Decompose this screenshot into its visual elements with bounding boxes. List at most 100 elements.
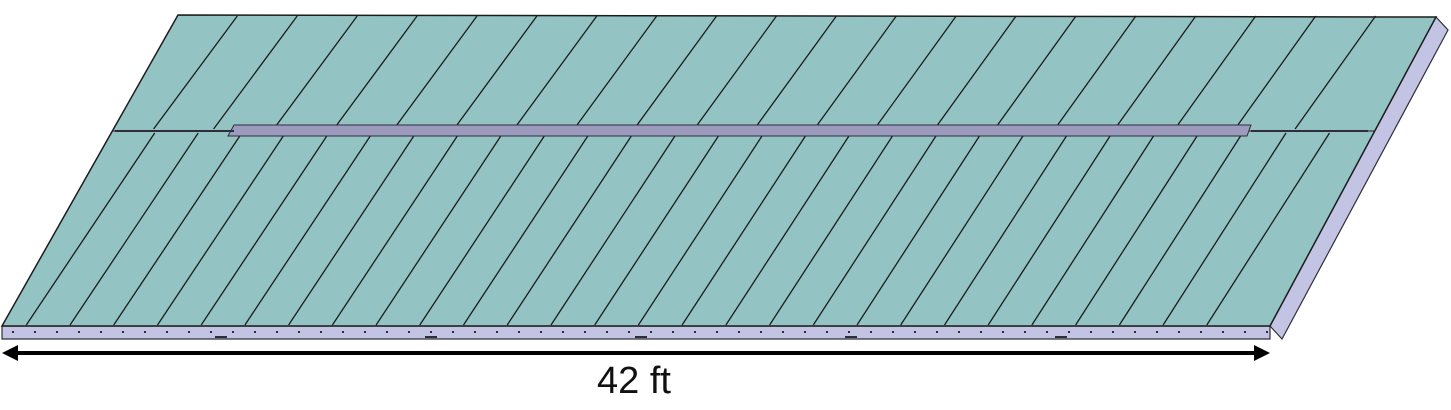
frame-bolt-mark	[672, 331, 674, 333]
frame-bolt-mark	[914, 331, 916, 333]
bottom-row-panel-divider	[1031, 132, 1157, 326]
frame-bolt-mark	[1266, 331, 1268, 333]
frame-splice-mark	[635, 336, 647, 338]
top-row-panel-divider	[1054, 15, 1137, 130]
top-row-panel-divider	[1234, 15, 1317, 130]
frame-bolt-mark	[166, 331, 168, 333]
bottom-row-panel-divider	[244, 132, 373, 326]
top-row-panel-divider	[513, 15, 598, 130]
frame-bolt-mark	[496, 331, 498, 333]
frame-bolt-mark	[782, 331, 784, 333]
top-row-panel-divider	[633, 15, 718, 130]
frame-bolt-mark	[364, 331, 366, 333]
frame-bolt-mark	[1134, 331, 1136, 333]
bottom-row-panel-divider	[900, 132, 1026, 326]
frame-bolt-mark	[826, 331, 828, 333]
top-row-panel-divider	[693, 15, 778, 130]
top-row-panel-divider	[393, 15, 478, 130]
top-row-panel-divider	[273, 15, 358, 130]
bottom-row-panel-divider	[769, 132, 895, 326]
bottom-row-panel-divider	[943, 132, 1069, 326]
frame-bolt-mark	[562, 331, 564, 333]
frame-bolt-mark	[1200, 331, 1202, 333]
frame-bolt-mark	[56, 331, 58, 333]
bottom-row-panel-divider	[506, 132, 634, 326]
top-row-panel-divider	[813, 15, 897, 130]
bottom-row-panel-divider	[156, 132, 286, 326]
mid-rail	[227, 124, 1252, 137]
frame-bolt-mark	[584, 331, 586, 333]
top-row-panel-divider	[333, 15, 418, 130]
bottom-row-panel-divider	[987, 132, 1113, 326]
dimension-label: 42 ft	[597, 360, 671, 402]
bottom-row-panel-divider	[637, 132, 765, 326]
dimension-arrow-right-head	[1254, 345, 1270, 361]
bottom-row-panel-divider	[1118, 132, 1244, 326]
top-row-panel-divider	[994, 15, 1077, 130]
frame-bolt-mark	[276, 331, 278, 333]
bottom-row-panel-divider	[856, 132, 982, 326]
bottom-row-panel-divider	[812, 132, 939, 326]
frame-bolt-mark	[650, 331, 652, 333]
frame-bolt-mark	[1046, 331, 1048, 333]
bottom-row-panel-divider	[462, 132, 591, 326]
top-row-panel-divider	[213, 15, 298, 130]
frame-bolt-mark	[12, 331, 14, 333]
top-row-panel-divider	[153, 15, 238, 130]
frame-bolt-mark	[1244, 331, 1246, 333]
frame-bolt-mark	[1068, 331, 1070, 333]
frame-bolt-mark	[606, 331, 608, 333]
frame-bolt-mark	[1112, 331, 1114, 333]
bottom-row-panel-divider	[1162, 132, 1287, 326]
frame-bolt-mark	[188, 331, 190, 333]
frame-bolt-mark	[980, 331, 982, 333]
dimension-arrow-left-head	[2, 345, 18, 361]
frame-bolt-mark	[144, 331, 146, 333]
frame-bolt-mark	[958, 331, 960, 333]
bottom-row-panel-divider	[113, 132, 243, 326]
top-row-panel-divider	[753, 15, 837, 130]
frame-bolt-mark	[1222, 331, 1224, 333]
bottom-row-panel-divider	[725, 132, 852, 326]
frame-bolt-mark	[408, 331, 410, 333]
frame-bolt-mark	[870, 331, 872, 333]
frame-bolt-mark	[804, 331, 806, 333]
bottom-row-panel-divider	[681, 132, 808, 326]
frame-bolt-mark	[78, 331, 80, 333]
bottom-row-panel-divider	[375, 132, 504, 326]
frame-bolt-mark	[518, 331, 520, 333]
frame-bolt-mark	[628, 331, 630, 333]
bottom-row-panel-divider	[25, 132, 156, 326]
frame-bolt-mark	[254, 331, 256, 333]
top-row-panel-divider	[1294, 15, 1377, 130]
frame-bolt-mark	[430, 331, 432, 333]
top-row-panel-divider	[1114, 15, 1197, 130]
frame-bolt-mark	[122, 331, 124, 333]
frame-bolt-mark	[386, 331, 388, 333]
bottom-row-panel-divider	[419, 132, 547, 326]
frame-splice-mark	[215, 336, 227, 338]
frame-bolt-mark	[34, 331, 36, 333]
bottom-row-panel-divider	[550, 132, 678, 326]
frame-splice-mark	[1055, 336, 1067, 338]
frame-splice-mark	[425, 336, 437, 338]
frame-bolt-mark	[1002, 331, 1004, 333]
frame-bolt-mark	[474, 331, 476, 333]
frame-splice-mark	[845, 336, 857, 338]
bottom-row-panel-divider	[200, 132, 330, 326]
frame-bolt-mark	[936, 331, 938, 333]
top-row-panel-divider	[934, 15, 1017, 130]
top-row-panel-divider	[1174, 15, 1257, 130]
frame-bolt-mark	[210, 331, 212, 333]
frame-bolt-mark	[1090, 331, 1092, 333]
frame-bolt-mark	[100, 331, 102, 333]
frame-bolt-mark	[848, 331, 850, 333]
bottom-row-panel-divider	[288, 132, 417, 326]
top-row-panel-divider	[573, 15, 658, 130]
bottom-row-panel-divider	[1206, 132, 1331, 326]
bottom-row-panel-divider	[331, 132, 460, 326]
frame-bolt-mark	[694, 331, 696, 333]
frame-bolt-mark	[540, 331, 542, 333]
frame-bolt-mark	[738, 331, 740, 333]
